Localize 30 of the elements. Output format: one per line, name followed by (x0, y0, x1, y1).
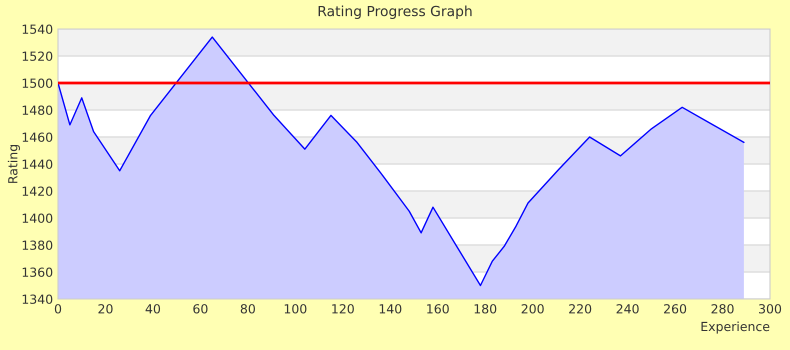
x-tick-label: 20 (98, 304, 113, 314)
y-tick-label: 1460 (22, 132, 52, 142)
x-tick-label: 120 (332, 304, 354, 314)
x-tick-label: 220 (569, 304, 592, 314)
x-tick-label: 60 (193, 304, 208, 314)
x-tick-label: 40 (146, 304, 160, 314)
y-tick-label: 1480 (22, 105, 52, 115)
y-tick-label: 1420 (22, 186, 52, 196)
x-tick-label: 260 (664, 304, 686, 314)
y-tick-label: 1500 (22, 78, 52, 88)
x-tick-label: 240 (616, 304, 639, 314)
x-axis-title: Experience (702, 322, 770, 334)
y-tick-label: 1360 (22, 267, 52, 277)
y-tick-label: 1520 (22, 51, 52, 61)
chart-title: Rating Progress Graph (318, 6, 472, 19)
y-axis-title: Rating (8, 144, 20, 183)
y-tick-label: 1340 (22, 294, 52, 304)
x-tick-label: 280 (712, 304, 734, 314)
y-tick-label: 1380 (22, 240, 52, 250)
x-tick-label: 80 (240, 304, 255, 314)
x-tick-label: 100 (284, 304, 306, 314)
x-tick-label: 180 (474, 304, 496, 314)
y-tick-label: 1540 (22, 24, 52, 34)
x-tick-label: 200 (522, 304, 544, 314)
y-tick-label: 1440 (22, 159, 52, 169)
x-tick-label: 300 (759, 304, 782, 314)
x-tick-label: 0 (54, 304, 62, 314)
x-tick-label: 140 (380, 304, 402, 314)
y-tick-label: 1400 (22, 213, 52, 223)
x-tick-label: 160 (427, 304, 449, 314)
